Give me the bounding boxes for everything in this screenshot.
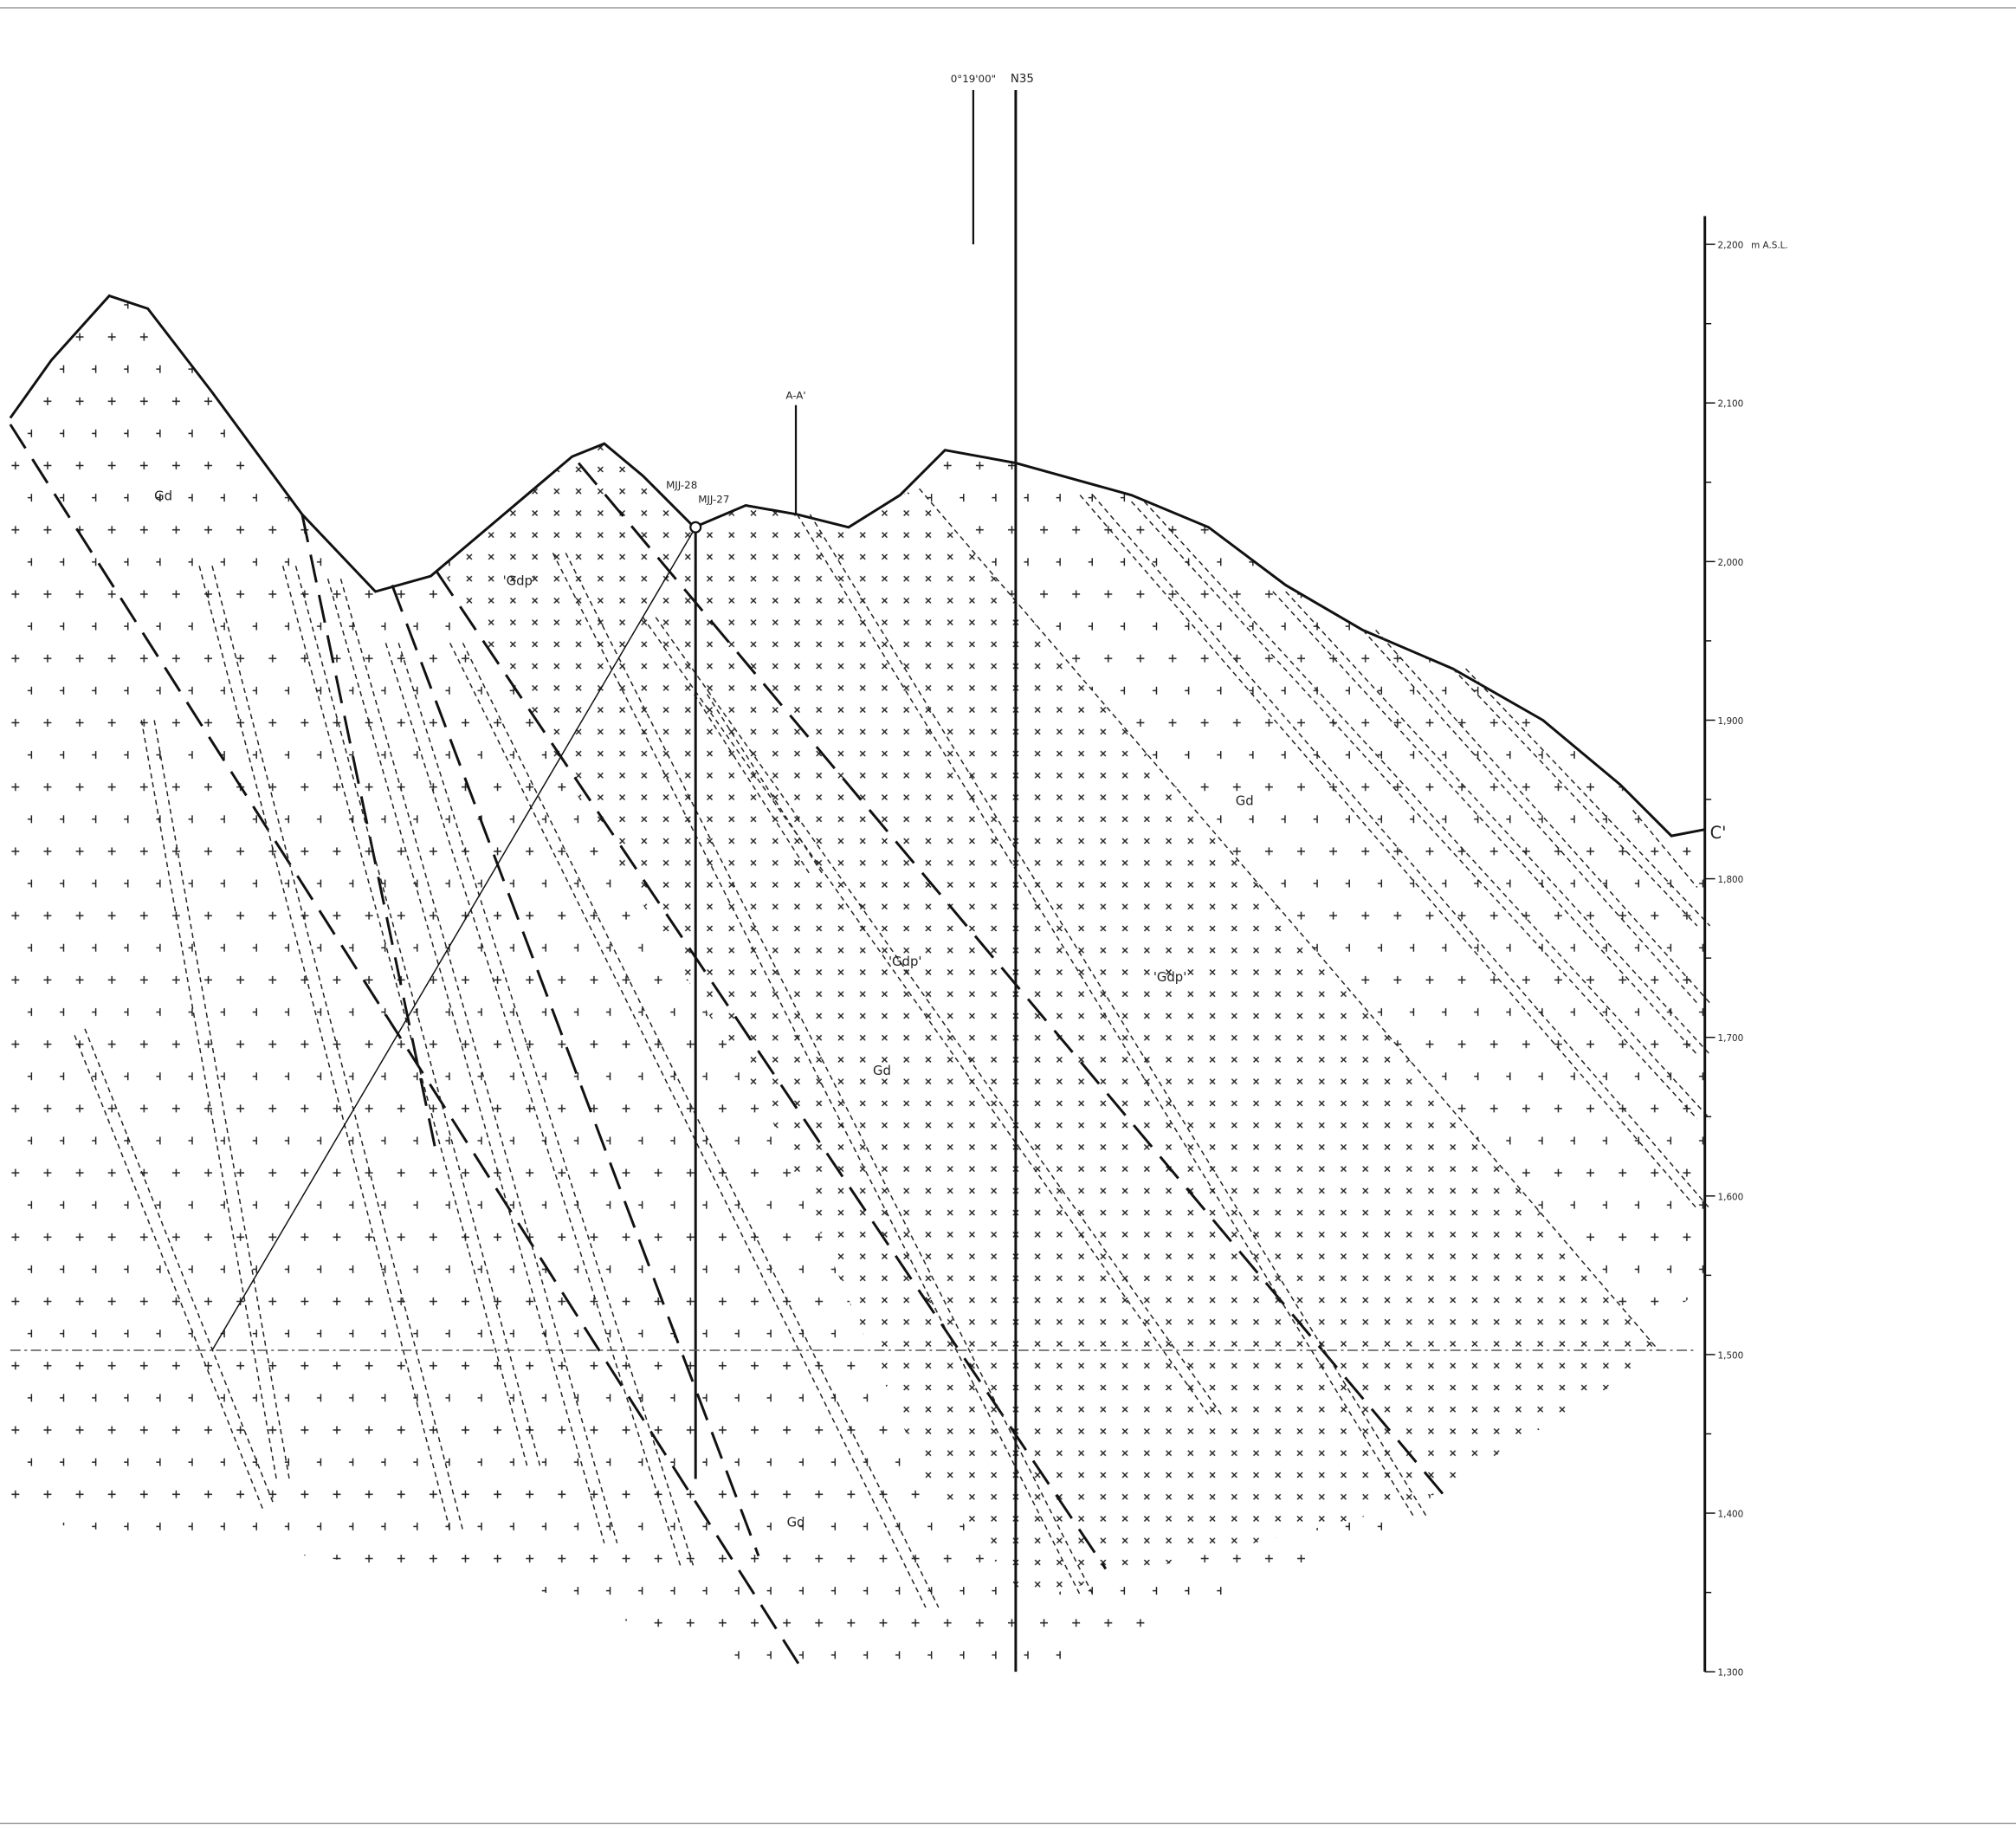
unit-label: Gd (873, 1064, 891, 1078)
axis-label: 2,100 (1718, 399, 1744, 410)
axis-label: 1,900 (1718, 716, 1744, 727)
collar (690, 522, 701, 533)
axis-label: 2,000 (1718, 558, 1744, 568)
unit-label: 'Gdp' (888, 954, 921, 969)
unit-label: Gd (154, 489, 172, 504)
section-end-label: C' (1710, 823, 1727, 843)
cross-section: 0°19'00" N35 A-A' C' MJJ-28MJJ-27 Gd Gd Gd G… (0, 0, 2016, 1831)
drillhole-label: MJJ-28 (666, 479, 697, 491)
unit-label: 'Gdp' (503, 574, 536, 589)
unit-label: Gd (787, 1515, 805, 1530)
grid-label: N35 (1011, 73, 1034, 86)
axis-label: 2,200 (1718, 241, 1744, 251)
page: 0°19'00" N35 A-A' C' MJJ-28MJJ-27 Gd Gd Gd G… (0, 0, 2016, 1831)
axis-label: 1,300 (1718, 1668, 1744, 1679)
axis-label: 1,800 (1718, 875, 1744, 885)
section-label: A-A' (785, 389, 805, 401)
unit-label: 'Gdp' (1153, 970, 1186, 985)
axis-unit: m A.S.L. (1751, 241, 1788, 251)
drillhole-label: MJJ-27 (698, 494, 729, 506)
axis-label: 1,700 (1718, 1033, 1744, 1044)
meridian-label: 0°19'00" (951, 73, 996, 85)
axis-label: 1,400 (1718, 1509, 1744, 1519)
axis-label: 1,500 (1718, 1350, 1744, 1361)
axis-label: 1,600 (1718, 1192, 1744, 1202)
unit-label: Gd (1236, 793, 1254, 808)
